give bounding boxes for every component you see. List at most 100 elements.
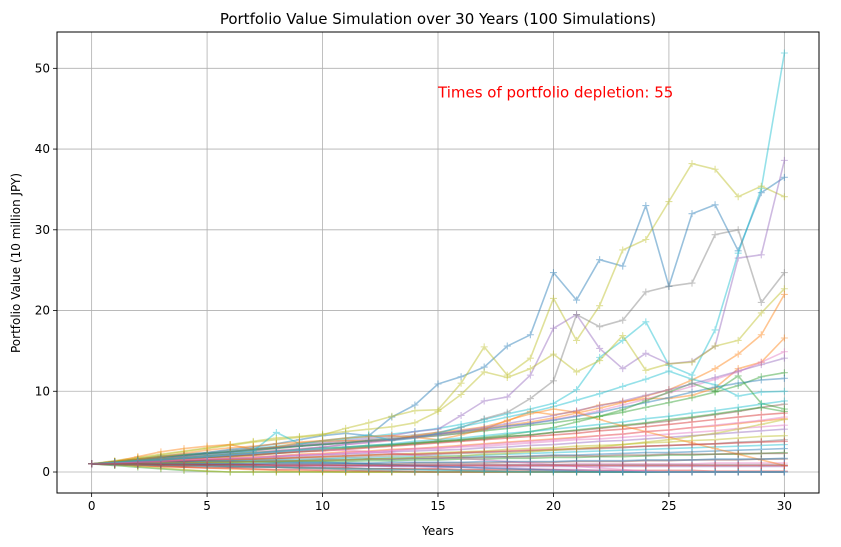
data-point-marker [642,435,650,443]
data-point-marker [711,468,719,476]
simulation-line [91,451,785,465]
data-point-marker [596,462,604,470]
simulation-series-23 [88,449,788,468]
data-point-marker [526,458,534,466]
data-point-marker [526,467,534,475]
data-point-marker [226,462,234,470]
data-point-marker [88,460,96,468]
data-point-marker [342,424,350,432]
data-point-marker [134,458,142,466]
data-point-marker [295,466,303,474]
data-point-marker [157,462,165,470]
data-point-marker [711,440,719,448]
data-point-marker [388,461,396,469]
data-point-marker [134,455,142,463]
data-point-marker [757,468,765,476]
data-point-marker [596,424,604,432]
data-point-marker [711,440,719,448]
data-point-marker [295,464,303,472]
data-point-marker [711,462,719,470]
data-point-marker [319,458,327,466]
data-point-marker [457,445,465,453]
data-point-marker [549,431,557,439]
data-point-marker [780,193,788,201]
data-point-marker [757,468,765,476]
y-tick-label: 20 [35,304,50,318]
data-point-marker [134,462,142,470]
data-point-marker [503,421,511,429]
data-point-marker [388,441,396,449]
data-point-marker [503,468,511,476]
data-point-marker [226,456,234,464]
data-point-marker [411,466,419,474]
data-point-marker [711,468,719,476]
data-point-marker [619,421,627,429]
data-point-marker [272,452,280,460]
data-point-marker [180,458,188,466]
data-point-marker [272,449,280,457]
data-point-marker [619,468,627,476]
data-point-marker [734,407,742,415]
data-point-marker [711,468,719,476]
simulation-line [91,434,785,465]
data-point-marker [526,465,534,473]
data-point-marker [295,468,303,476]
data-point-marker [688,468,696,476]
data-point-marker [180,450,188,458]
data-point-marker [688,391,696,399]
data-point-marker [549,436,557,444]
data-point-marker [780,468,788,476]
data-point-marker [111,460,119,468]
data-point-marker [503,429,511,437]
data-point-marker [596,466,604,474]
data-point-marker [573,407,581,415]
data-point-marker [757,468,765,476]
data-point-marker [388,441,396,449]
data-point-marker [111,458,119,466]
data-point-marker [226,445,234,453]
data-point-marker [203,461,211,469]
data-point-marker [642,461,650,469]
data-point-marker [526,431,534,439]
data-point-marker [503,371,511,379]
data-point-marker [757,449,765,457]
data-point-marker [549,461,557,469]
data-point-marker [365,465,373,473]
data-point-marker [619,461,627,469]
data-point-marker [480,441,488,449]
data-point-marker [157,459,165,467]
data-point-marker [342,437,350,445]
simulation-line [91,377,785,465]
data-point-marker [180,459,188,467]
data-point-marker [342,452,350,460]
data-point-marker [457,461,465,469]
data-point-marker [342,453,350,461]
data-point-marker [157,451,165,459]
data-point-marker [111,458,119,466]
data-point-marker [134,459,142,467]
simulation-series-47 [88,397,788,468]
data-point-marker [411,461,419,469]
data-point-marker [88,460,96,468]
data-point-marker [88,460,96,468]
data-point-marker [642,419,650,427]
data-point-marker [88,460,96,468]
data-point-marker [480,434,488,442]
data-point-marker [342,434,350,442]
data-point-marker [526,439,534,447]
data-point-marker [665,468,673,476]
data-point-marker [642,449,650,457]
data-point-marker [295,440,303,448]
data-point-marker [480,467,488,475]
data-point-marker [596,468,604,476]
data-point-marker [780,468,788,476]
data-point-marker [780,462,788,470]
data-point-marker [780,269,788,277]
data-point-marker [111,460,119,468]
data-point-marker [226,462,234,470]
data-point-marker [319,445,327,453]
data-point-marker [757,388,765,396]
data-point-marker [249,458,257,466]
data-point-marker [342,462,350,470]
simulation-series-22 [88,445,788,468]
